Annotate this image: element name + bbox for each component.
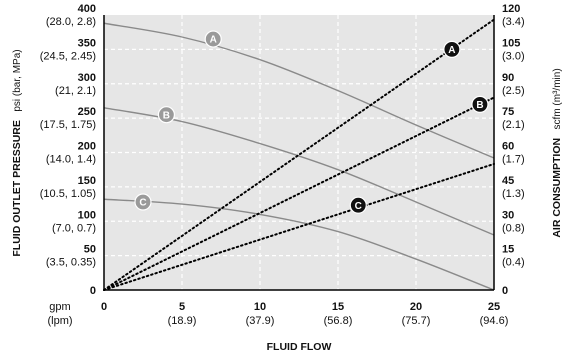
air-badge-label-a: A [448, 45, 455, 56]
left-tick-sublabel: (10.5, 1.05) [40, 188, 96, 200]
left-tick-sublabel: (3.5, 0.35) [46, 257, 96, 269]
right-tick-sublabel: (0.4) [502, 257, 525, 269]
left-tick-sublabel: (17.5, 1.75) [40, 119, 96, 131]
left-tick-sublabel: (24.5, 2.45) [40, 50, 96, 62]
x-tick-sublabel: (56.8) [324, 315, 353, 327]
left-axis-title-unit: psi (bar, MPa) [12, 49, 23, 111]
right-axis-title-unit: scfm (m³/min) [552, 68, 563, 129]
x-tick-label: 15 [332, 301, 344, 313]
right-tick-label: 15 [502, 244, 514, 256]
x-tick-label: 25 [488, 301, 500, 313]
right-tick-label: 45 [502, 175, 514, 187]
pressure-badge-b [157, 106, 175, 124]
right-tick-sublabel: (2.1) [502, 119, 525, 131]
grid-lines [104, 15, 494, 290]
left-tick-label: 100 [78, 209, 96, 221]
x-unit-main: gpm [49, 301, 70, 313]
x-tick-label: 20 [410, 301, 422, 313]
left-tick-label: 50 [84, 244, 96, 256]
left-tick-label: 0 [90, 285, 96, 297]
left-axis-title: FLUID OUTLET PRESSURE psi (bar, MPa) [7, 49, 24, 256]
right-axis-title-group: AIR CONSUMPTION scfm (m³/min) [547, 68, 564, 237]
air-consumption-lines [103, 18, 495, 291]
pressure-badge-label-c: C [139, 198, 146, 209]
right-tick-label: 0 [502, 285, 508, 297]
left-tick-label: 300 [78, 72, 96, 84]
right-tick-label: 90 [502, 72, 514, 84]
air-badge-a [443, 40, 461, 58]
pressure-curve-b [103, 107, 495, 236]
pressure-badge-a [204, 30, 222, 48]
left-tick-sublabel: (28.0, 2.8) [46, 16, 96, 28]
air-line-a [103, 18, 495, 291]
air-line-c [103, 162, 495, 291]
right-tick-sublabel: (3.4) [502, 16, 525, 28]
right-tick-label: 75 [502, 106, 514, 118]
x-tick-label: 5 [179, 301, 185, 313]
x-tick-sublabel: (75.7) [402, 315, 431, 327]
right-tick-sublabel: (1.3) [502, 188, 525, 200]
left-tick-label: 350 [78, 37, 96, 49]
right-tick-sublabel: (3.0) [502, 50, 525, 62]
x-tick-sublabel: (37.9) [246, 315, 275, 327]
pressure-badge-label-b: B [163, 110, 170, 121]
right-axis-title: AIR CONSUMPTION scfm (m³/min) [547, 68, 564, 237]
right-axis-title-main: AIR CONSUMPTION [551, 138, 563, 238]
air-badge-c [349, 196, 367, 214]
air-badge-label-b: B [476, 100, 483, 111]
left-tick-sublabel: (14.0, 1.4) [46, 154, 96, 166]
x-axis-ticks: 0 5 (18.9) 10 (37.9) 15 (56.8) 20 (75.7) 25 (94.6) [101, 301, 508, 327]
left-tick-label: 400 [78, 3, 96, 15]
right-tick-label: 105 [502, 37, 520, 49]
left-axis-title-main: FLUID OUTLET PRESSURE [11, 120, 23, 257]
x-tick-label: 10 [254, 301, 266, 313]
right-tick-sublabel: (1.7) [502, 154, 525, 166]
pressure-badge-label-a: A [210, 35, 217, 46]
right-axis-ticks: 0 15(0.4) 30(0.8) 45(1.3) 60(1.7) 75(2.1) 90(2… [502, 3, 525, 297]
left-tick-sublabel: (21, 2.1) [55, 85, 96, 97]
x-axis-title: FLUID FLOW [267, 341, 332, 353]
air-line-b [103, 96, 495, 291]
air-badge-label-c: C [355, 201, 362, 212]
left-axis-title-group: FLUID OUTLET PRESSURE psi (bar, MPa) [7, 49, 24, 256]
pressure-curves [103, 22, 495, 291]
right-tick-label: 60 [502, 141, 514, 153]
series-badges: A B C A B C [134, 30, 489, 214]
pressure-badge-c [134, 193, 152, 211]
air-badge-b [471, 95, 489, 113]
left-tick-label: 150 [78, 175, 96, 187]
x-tick-label: 0 [101, 301, 107, 313]
left-tick-label: 250 [78, 106, 96, 118]
x-tick-sublabel: (18.9) [168, 315, 197, 327]
left-axis-ticks: 0 50(3.5, 0.35) 100(7.0, 0.7) 150(10.5, 1.0… [40, 3, 96, 297]
right-tick-label: 120 [502, 3, 520, 15]
x-unit-sub: (lpm) [47, 315, 72, 327]
right-tick-label: 30 [502, 209, 514, 221]
pressure-curve-a [103, 22, 495, 159]
left-tick-label: 200 [78, 141, 96, 153]
left-tick-sublabel: (7.0, 0.7) [52, 222, 96, 234]
right-tick-sublabel: (2.5) [502, 85, 525, 97]
right-tick-sublabel: (0.8) [502, 222, 525, 234]
x-tick-sublabel: (94.6) [480, 315, 509, 327]
pressure-curve-c [103, 198, 495, 291]
